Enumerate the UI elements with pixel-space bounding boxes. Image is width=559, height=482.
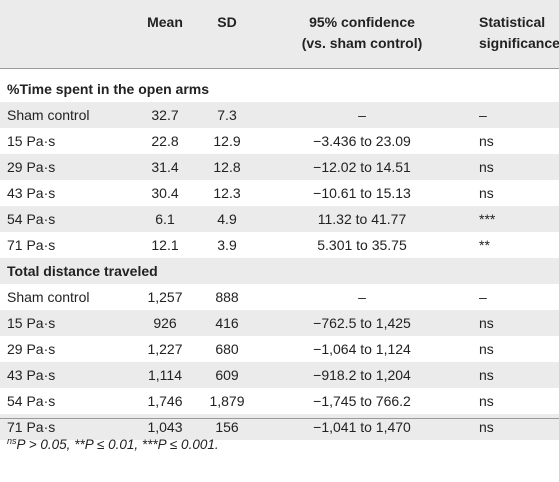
cell-significance: ns (479, 419, 494, 435)
cell-sd: 609 (215, 367, 239, 383)
cell-sd: 3.9 (217, 237, 237, 253)
cell-mean: 30.4 (151, 185, 179, 201)
cell-significance: ns (479, 185, 494, 201)
table-row: 54 Pa·s 6.1 4.9 11.32 to 41.77 *** (0, 206, 559, 232)
cell-ci: −1,064 to 1,124 (313, 341, 411, 357)
cell-significance: – (479, 107, 487, 123)
header-sig-line1: Statistical (479, 14, 546, 30)
row-label: 71 Pa·s (7, 237, 56, 253)
cell-ci: −762.5 to 1,425 (313, 315, 411, 331)
cell-mean: 1,257 (147, 289, 183, 305)
cell-significance: ns (479, 367, 494, 383)
cell-sd: 7.3 (217, 107, 237, 123)
section-title-row: Total distance traveled (0, 258, 559, 284)
cell-sd: 680 (215, 341, 239, 357)
header-sd: SD (217, 14, 237, 30)
row-label: 29 Pa·s (7, 341, 56, 357)
cell-mean: 926 (153, 315, 177, 331)
cell-mean: 1,227 (147, 341, 183, 357)
cell-ci: – (358, 107, 366, 123)
table-row: Sham control 32.7 7.3 – – (0, 102, 559, 128)
section-title: %Time spent in the open arms (7, 81, 210, 97)
header-mean: Mean (147, 14, 183, 30)
cell-ci: −1,745 to 766.2 (313, 393, 411, 409)
row-label: Sham control (7, 289, 90, 305)
cell-sd: 12.3 (213, 185, 241, 201)
table-row: 43 Pa·s 1,114 609 −918.2 to 1,204 ns (0, 362, 559, 388)
table-header: Mean SD 95% confidence (vs. sham control… (0, 0, 559, 68)
table-row: 29 Pa·s 1,227 680 −1,064 to 1,124 ns (0, 336, 559, 362)
row-label: 29 Pa·s (7, 159, 56, 175)
row-label: 54 Pa·s (7, 393, 56, 409)
cell-sd: 1,879 (209, 393, 245, 409)
cell-ci: – (358, 289, 366, 305)
table-row: 29 Pa·s 31.4 12.8 −12.02 to 14.51 ns (0, 154, 559, 180)
footnote-text-2: **P ≤ 0.01, ***P ≤ 0.001. (74, 437, 219, 452)
cell-significance: ns (479, 315, 494, 331)
cell-ci: −1,041 to 1,470 (313, 419, 411, 435)
table-row: 71 Pa·s 12.1 3.9 5.301 to 35.75 ** (0, 232, 559, 258)
cell-ci: −12.02 to 14.51 (313, 159, 411, 175)
cell-ci: −10.61 to 15.13 (313, 185, 411, 201)
cell-sd: 416 (215, 315, 239, 331)
cell-sd: 156 (215, 419, 239, 435)
row-label: Sham control (7, 107, 90, 123)
cell-sd: 12.8 (213, 159, 241, 175)
cell-mean: 31.4 (151, 159, 179, 175)
table-footnote: nsP > 0.05, **P ≤ 0.01, ***P ≤ 0.001. (7, 436, 219, 452)
cell-mean: 22.8 (151, 133, 179, 149)
row-label: 71 Pa·s (7, 419, 56, 435)
row-label: 15 Pa·s (7, 133, 56, 149)
cell-significance: ** (479, 237, 490, 253)
section-title-row: %Time spent in the open arms (0, 76, 559, 102)
cell-sd: 4.9 (217, 211, 237, 227)
section-title: Total distance traveled (7, 263, 158, 279)
header-ci-line2: (vs. sham control) (301, 35, 423, 51)
cell-significance: ns (479, 159, 494, 175)
table-row: 15 Pa·s 22.8 12.9 −3.436 to 23.09 ns (0, 128, 559, 154)
footnote-text-1: P > 0.05, (16, 437, 75, 452)
header-divider (0, 68, 559, 69)
table-bottom-rule (0, 418, 559, 419)
cell-mean: 12.1 (151, 237, 179, 253)
cell-ci: 5.301 to 35.75 (317, 237, 407, 253)
cell-significance: ns (479, 133, 494, 149)
table-row: 15 Pa·s 926 416 −762.5 to 1,425 ns (0, 310, 559, 336)
row-label: 54 Pa·s (7, 211, 56, 227)
cell-sd: 888 (215, 289, 239, 305)
table-row: Sham control 1,257 888 – – (0, 284, 559, 310)
table-row: 43 Pa·s 30.4 12.3 −10.61 to 15.13 ns (0, 180, 559, 206)
header-ci-line1: 95% confidence (309, 14, 415, 30)
footnote-ns-sup: ns (7, 436, 17, 446)
header-sig-line2: significance (479, 35, 559, 51)
cell-mean: 1,746 (147, 393, 183, 409)
cell-ci: 11.32 to 41.77 (317, 211, 407, 227)
cell-significance: ns (479, 393, 494, 409)
cell-sd: 12.9 (213, 133, 241, 149)
cell-ci: −3.436 to 23.09 (313, 133, 411, 149)
cell-significance: *** (479, 211, 496, 227)
cell-mean: 32.7 (151, 107, 179, 123)
row-label: 43 Pa·s (7, 185, 56, 201)
row-label: 43 Pa·s (7, 367, 56, 383)
row-label: 15 Pa·s (7, 315, 56, 331)
cell-significance: ns (479, 341, 494, 357)
cell-ci: −918.2 to 1,204 (313, 367, 411, 383)
cell-significance: – (479, 289, 487, 305)
cell-mean: 1,114 (148, 367, 182, 383)
cell-mean: 6.1 (155, 211, 175, 227)
cell-mean: 1,043 (147, 419, 183, 435)
table-row: 54 Pa·s 1,746 1,879 −1,745 to 766.2 ns (0, 388, 559, 414)
